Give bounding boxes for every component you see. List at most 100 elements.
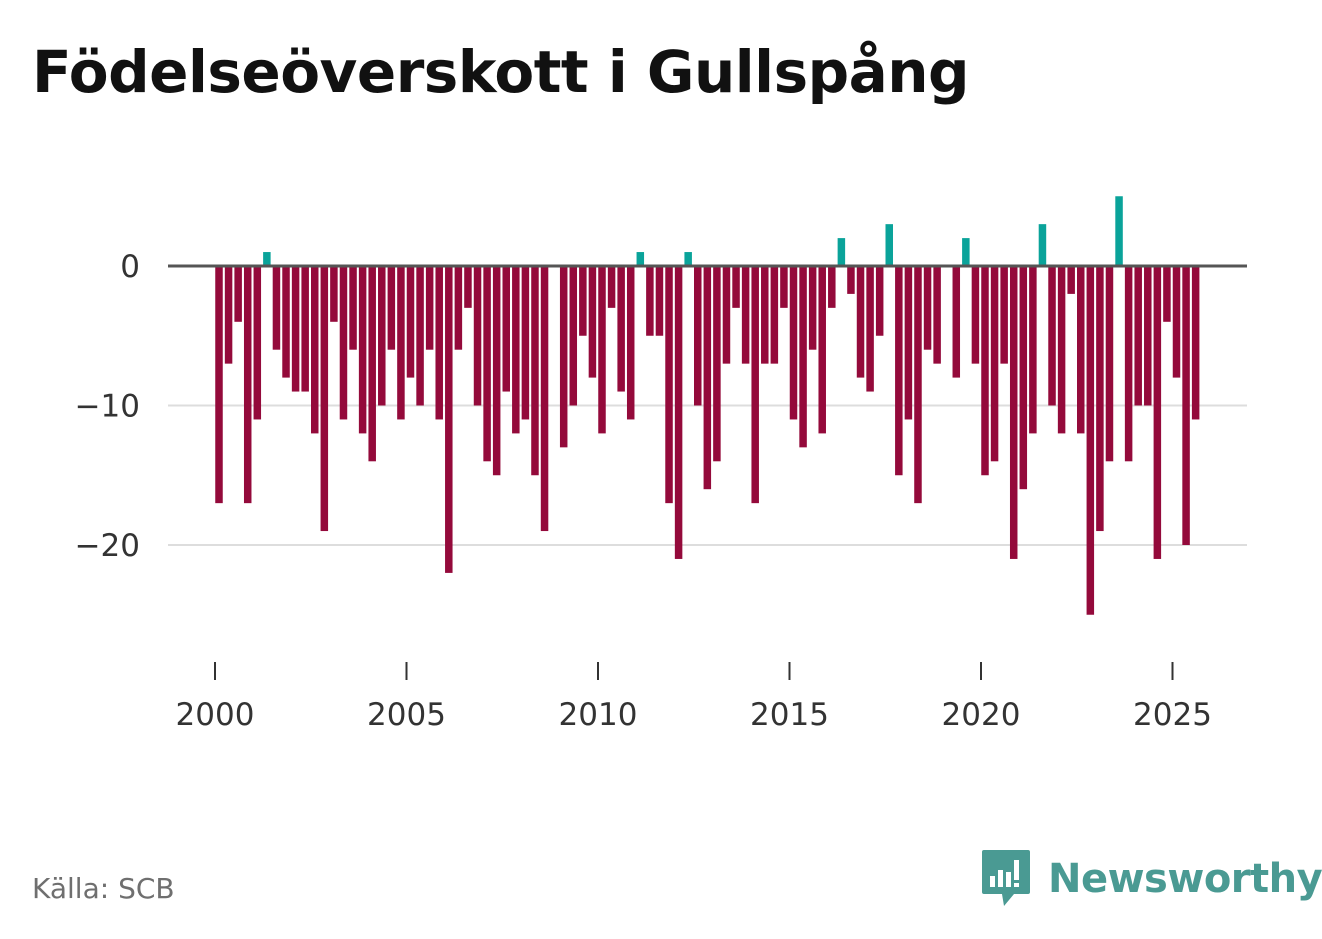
bar bbox=[1153, 266, 1162, 559]
newsworthy-logo-icon bbox=[982, 850, 1030, 906]
x-tick-label: 2025 bbox=[1133, 697, 1212, 733]
bar bbox=[713, 266, 721, 462]
bar bbox=[1105, 266, 1114, 462]
bar bbox=[828, 266, 836, 308]
bar bbox=[588, 266, 597, 378]
bar bbox=[320, 266, 329, 532]
bar bbox=[253, 266, 262, 420]
bar bbox=[1134, 266, 1142, 406]
bar bbox=[895, 266, 903, 476]
bar bbox=[397, 266, 405, 420]
bar bbox=[435, 266, 443, 420]
bar bbox=[1067, 266, 1075, 294]
bar bbox=[703, 266, 712, 490]
bar bbox=[291, 266, 300, 392]
bar bbox=[416, 266, 424, 406]
bar bbox=[1057, 266, 1066, 434]
bar bbox=[923, 266, 932, 350]
bar bbox=[722, 266, 731, 364]
bar bbox=[464, 266, 472, 308]
bar bbox=[1172, 266, 1181, 378]
bar bbox=[799, 266, 807, 448]
bar bbox=[626, 266, 635, 420]
y-tick-label: −10 bbox=[75, 389, 140, 425]
bar bbox=[962, 238, 970, 266]
bar bbox=[349, 266, 357, 350]
bar bbox=[1163, 266, 1171, 322]
bar bbox=[559, 266, 568, 448]
bar bbox=[301, 266, 309, 392]
bar bbox=[531, 266, 539, 476]
bar bbox=[646, 266, 654, 336]
bar bbox=[243, 266, 252, 504]
bar bbox=[512, 266, 520, 434]
x-tick-label: 2010 bbox=[559, 697, 638, 733]
bar bbox=[540, 266, 549, 532]
x-axis: 2000 2005 2010 2015 2020 2025 bbox=[176, 662, 1212, 733]
bar bbox=[694, 266, 702, 406]
bar bbox=[1077, 266, 1085, 434]
bar bbox=[770, 266, 779, 364]
bar bbox=[866, 266, 874, 392]
bar bbox=[971, 266, 980, 364]
bar bbox=[483, 266, 491, 462]
bar bbox=[780, 266, 788, 308]
bar bbox=[1000, 266, 1008, 364]
bar bbox=[1019, 266, 1028, 490]
bar bbox=[1124, 266, 1133, 462]
bar bbox=[761, 266, 769, 364]
bar bbox=[904, 266, 913, 420]
bar bbox=[215, 266, 223, 504]
bar bbox=[339, 266, 348, 420]
bar bbox=[847, 266, 855, 294]
bar bbox=[808, 266, 817, 350]
bar bbox=[952, 266, 961, 378]
bar bbox=[521, 266, 530, 420]
bar bbox=[875, 266, 884, 336]
newsworthy-logo[interactable]: Newsworthy bbox=[980, 848, 1322, 910]
bar bbox=[741, 266, 750, 364]
bar bbox=[492, 266, 501, 476]
bar bbox=[263, 252, 271, 266]
bar bbox=[789, 266, 798, 420]
bar bbox=[234, 266, 242, 322]
y-tick-label: 0 bbox=[120, 249, 140, 285]
bar bbox=[311, 266, 319, 434]
bar bbox=[445, 266, 453, 573]
bar bbox=[502, 266, 510, 392]
bar bbox=[406, 266, 415, 378]
bar bbox=[569, 266, 578, 406]
bar bbox=[598, 266, 606, 434]
bar bbox=[387, 266, 396, 350]
x-tick-label: 2005 bbox=[367, 697, 446, 733]
x-tick-label: 2020 bbox=[942, 697, 1021, 733]
bar bbox=[981, 266, 989, 476]
bar bbox=[224, 266, 233, 364]
chart-title: Födelseöverskott i Gullspång bbox=[32, 38, 970, 106]
x-tick-label: 2015 bbox=[750, 697, 829, 733]
bar bbox=[1191, 266, 1200, 420]
bar bbox=[1144, 266, 1152, 406]
bar bbox=[732, 266, 740, 308]
bar bbox=[990, 266, 999, 462]
bar bbox=[617, 266, 625, 392]
bar bbox=[933, 266, 941, 364]
bar bbox=[914, 266, 922, 504]
bar bbox=[579, 266, 587, 336]
bar bbox=[751, 266, 759, 504]
bar bbox=[856, 266, 865, 378]
bar bbox=[1086, 266, 1095, 615]
bar bbox=[454, 266, 463, 350]
bars bbox=[215, 196, 1200, 615]
bar bbox=[1048, 266, 1056, 406]
bar bbox=[1182, 266, 1190, 545]
bar bbox=[636, 252, 645, 266]
bar bbox=[674, 266, 683, 559]
bar bbox=[684, 252, 692, 266]
bar bbox=[837, 238, 846, 266]
brand-name: Newsworthy bbox=[1048, 856, 1322, 902]
bar bbox=[1115, 196, 1123, 266]
bar bbox=[655, 266, 664, 336]
bar bbox=[358, 266, 367, 434]
